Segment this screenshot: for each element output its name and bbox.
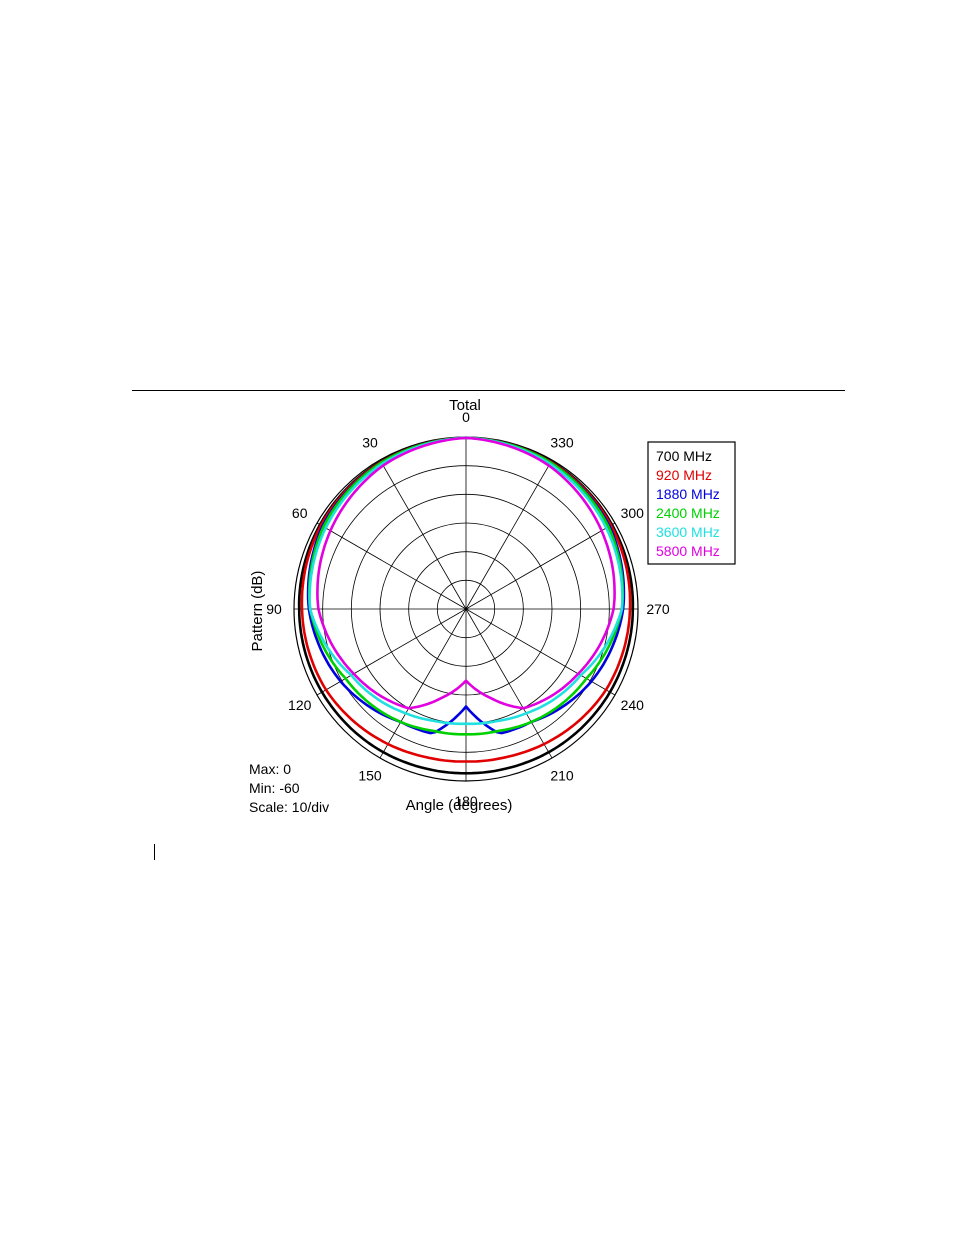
angle-tick-label: 120 — [288, 697, 312, 713]
grid-spoke — [465, 608, 553, 759]
margin-change-bar — [154, 844, 155, 860]
angle-tick-label: 30 — [362, 435, 378, 451]
legend-entry: 700 MHz — [656, 448, 712, 464]
grid-spoke — [379, 459, 467, 610]
series-line — [307, 436, 625, 736]
angle-tick-label: 300 — [621, 505, 645, 521]
legend-box — [647, 441, 736, 565]
angle-tick-label: 330 — [550, 435, 574, 451]
grid-spoke — [465, 459, 553, 610]
stat-min: Min: -60 — [249, 780, 300, 796]
angle-tick-label: 270 — [646, 601, 670, 617]
angle-tick-label: 180 — [454, 793, 478, 809]
y-axis-label: Pattern (dB) — [249, 571, 266, 652]
stat-scale: Scale: 10/div — [249, 799, 329, 815]
angle-tick-label: 240 — [621, 697, 645, 713]
series-line — [316, 436, 616, 710]
stat-max: Max: 0 — [249, 761, 291, 777]
legend-entry: 2400 MHz — [656, 505, 720, 521]
series-line — [308, 436, 624, 726]
legend-items: 700 MHz 920 MHz 1880 MHz 2400 MHz 3600 MHz 58… — [656, 448, 720, 559]
grid-spoke — [316, 608, 467, 696]
legend: 700 MHz 920 MHz 1880 MHz 2400 MHz 3600 MHz 58… — [647, 441, 736, 565]
angle-tick-label: 150 — [358, 767, 382, 783]
grid-spoke — [465, 608, 616, 696]
top-rule-line — [132, 390, 845, 391]
legend-entry: 920 MHz — [656, 467, 712, 483]
angle-tick-label: 60 — [292, 505, 308, 521]
legend-entry: 1880 MHz — [656, 486, 720, 502]
angle-tick-label: 210 — [550, 767, 574, 783]
angle-tick-label: 0 — [462, 409, 470, 425]
angle-tick-label: 90 — [266, 601, 282, 617]
polar-grid — [293, 436, 639, 782]
chart-title: Total — [449, 397, 481, 414]
series-line — [300, 436, 632, 763]
grid-spoke — [379, 608, 467, 759]
legend-entry: 3600 MHz — [656, 524, 720, 540]
angle-tick-labels: 0 30 60 90 120 150 180 210 240 270 300 330 — [266, 409, 670, 809]
grid-spoke — [465, 522, 616, 610]
legend-entry: 5800 MHz — [656, 543, 720, 559]
series-layer — [297, 436, 635, 775]
x-axis-label: Angle (degrees) — [406, 797, 513, 814]
grid-spoke — [316, 522, 467, 610]
